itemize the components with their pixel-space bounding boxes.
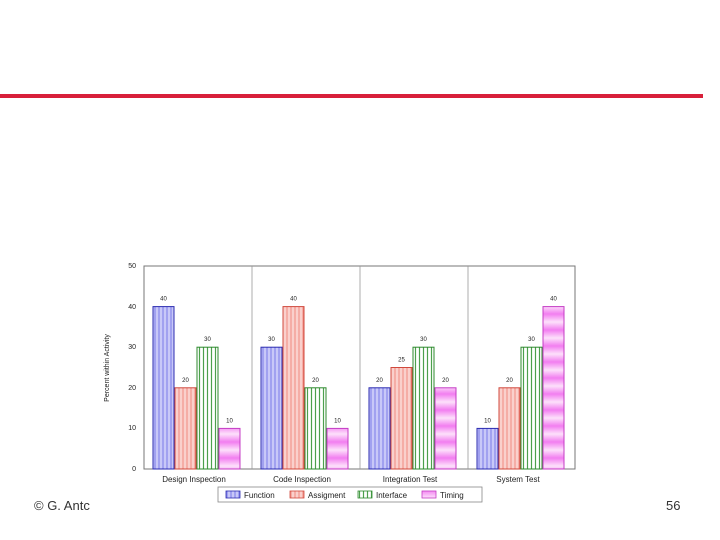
bar-interface <box>304 387 327 470</box>
y-tick-label: 10 <box>128 425 136 432</box>
legend-label-timing: Timing <box>440 491 464 500</box>
y-axis-label: Percent within Activity <box>104 334 111 402</box>
bar-interface <box>196 346 219 470</box>
bar-timing <box>326 427 349 470</box>
legend-label-interface: Interface <box>376 491 408 500</box>
bar-value-label: 20 <box>376 378 383 384</box>
bar-assigment <box>498 387 521 470</box>
category-label: System Test <box>496 475 540 484</box>
y-tick-label: 50 <box>128 263 136 270</box>
slide-number: 56 <box>666 498 681 513</box>
title-rule <box>0 94 703 98</box>
bar-value-label: 40 <box>550 297 557 303</box>
legend-swatch-timing <box>421 490 437 499</box>
chart-svg: Percent within Activity 0 10 20 30 40 50… <box>104 263 576 503</box>
bar-timing <box>434 387 457 470</box>
legend-label-assigment: Assigment <box>308 491 346 500</box>
bar-value-label: 30 <box>204 337 211 343</box>
bar-assigment <box>174 387 197 470</box>
bar-value-label: 10 <box>334 418 341 424</box>
x-axis-categories: Design Inspection Code Inspection Integr… <box>162 475 540 484</box>
bars-group: 40 20 30 10 30 40 20 10 20 25 30 20 10 20 30 40 <box>152 297 565 470</box>
bar-value-label: 25 <box>398 358 405 364</box>
bar-value-label: 40 <box>290 297 297 303</box>
legend-swatch-interface <box>357 490 373 499</box>
bar-value-label: 10 <box>484 418 491 424</box>
footer-copyright: © G. Antc <box>34 498 90 513</box>
category-label: Code Inspection <box>273 475 331 484</box>
y-tick-label: 0 <box>132 466 136 473</box>
y-tick-label: 20 <box>128 385 136 392</box>
y-axis-ticks: 0 10 20 30 40 50 <box>128 263 136 473</box>
category-label: Design Inspection <box>162 475 226 484</box>
bar-timing <box>542 306 565 470</box>
category-label: Integration Test <box>383 475 438 484</box>
bar-value-label: 30 <box>528 337 535 343</box>
bar-value-label: 20 <box>442 378 449 384</box>
bar-assigment <box>282 306 305 470</box>
bar-timing <box>218 427 241 470</box>
bar-value-label: 30 <box>420 337 427 343</box>
bar-value-label: 20 <box>506 378 513 384</box>
bar-value-label: 30 <box>268 337 275 343</box>
bar-value-label: 20 <box>312 378 319 384</box>
legend-label-function: Function <box>244 491 275 500</box>
defect-distribution-chart: Percent within Activity 0 10 20 30 40 50… <box>94 250 594 512</box>
bar-function <box>152 306 175 470</box>
bar-function <box>476 427 499 470</box>
bar-interface <box>520 346 543 470</box>
bar-assigment <box>390 367 413 470</box>
legend-swatch-assigment <box>289 490 305 499</box>
y-tick-label: 40 <box>128 304 136 311</box>
legend-swatch-function <box>225 490 241 499</box>
bar-value-label: 40 <box>160 297 167 303</box>
bar-value-label: 10 <box>226 418 233 424</box>
legend: Function Assigment Interface Timing <box>217 486 483 503</box>
y-tick-label: 30 <box>128 344 136 351</box>
bar-function <box>368 387 391 470</box>
legend-box <box>217 486 483 503</box>
bar-function <box>260 346 283 470</box>
bar-value-label: 20 <box>182 378 189 384</box>
bar-interface <box>412 346 435 470</box>
